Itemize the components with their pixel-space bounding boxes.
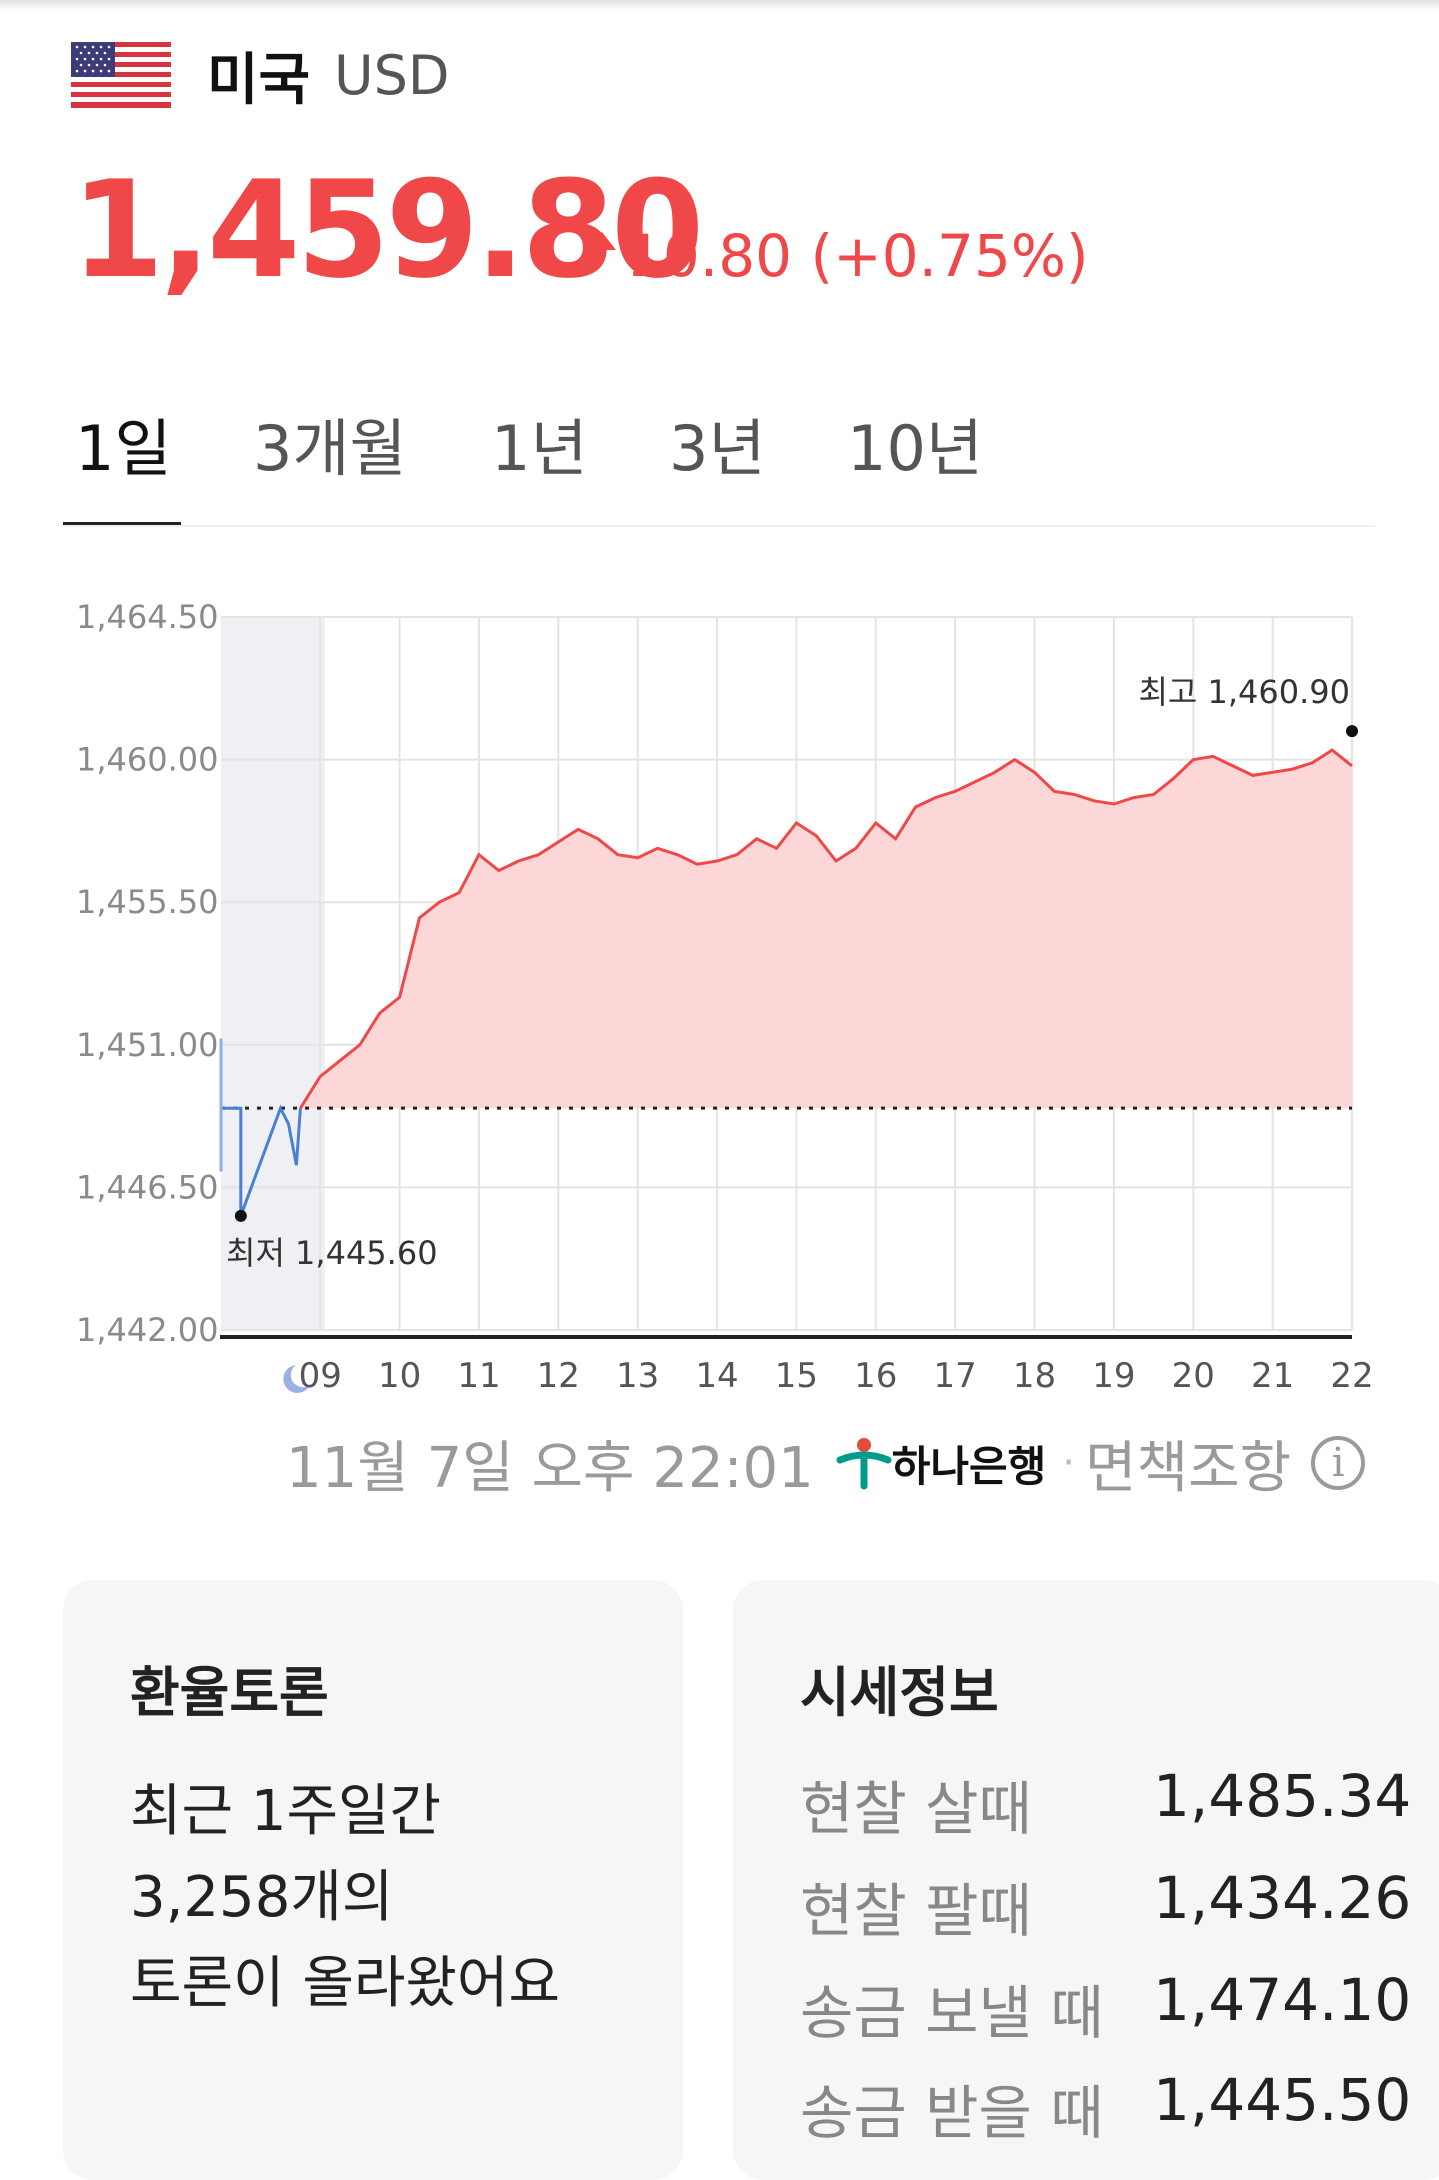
remit-receive-value: 1,445.50 <box>1153 2066 1412 2134</box>
y-tick-label: 1,464.50 <box>76 598 219 636</box>
x-tick-label: 09 <box>299 1356 342 1396</box>
top-shadow <box>0 0 1439 10</box>
discussion-card-title: 환율토론 <box>130 1661 329 1724</box>
tab-3y[interactable]: 3년 <box>669 412 766 485</box>
price-line <box>299 748 1353 1109</box>
active-tab-indicator <box>63 522 181 526</box>
x-tick-label: 20 <box>1172 1356 1215 1396</box>
tab-1y[interactable]: 1년 <box>491 412 588 485</box>
x-tick-label: 17 <box>934 1356 977 1396</box>
x-axis-labels: 09 10 11 12 13 14 15 16 17 18 19 20 21 22 <box>299 1356 1374 1396</box>
x-tick-label: 13 <box>616 1356 659 1396</box>
up-triangle-icon <box>588 232 616 250</box>
chart-footer: 11월 7일 오후 22:01 하나은행 · 면책조항 i <box>286 1428 1366 1501</box>
discussion-line-1: 최근 1주일간 <box>130 1779 442 1844</box>
bank-name: 하나은행 <box>891 1441 1047 1491</box>
y-tick-label: 1,460.00 <box>76 741 219 779</box>
premarket-shade <box>221 617 325 1330</box>
us-flag-icon <box>71 42 171 108</box>
x-tick-label: 14 <box>695 1356 738 1396</box>
x-tick-label: 19 <box>1092 1356 1135 1396</box>
remit-receive-label: 송금 받을 때 <box>800 2079 1104 2147</box>
x-tick-label: 12 <box>537 1356 580 1396</box>
x-tick-label: 22 <box>1330 1356 1373 1396</box>
disclaimer-link[interactable]: 면책조항 <box>1085 1435 1292 1501</box>
timestamp: 11월 7일 오후 22:01 <box>286 1435 814 1501</box>
x-tick-label: 21 <box>1251 1356 1294 1396</box>
tab-divider <box>63 525 1375 527</box>
y-tick-label: 1,446.50 <box>76 1168 219 1206</box>
x-tick-label: 16 <box>854 1356 897 1396</box>
current-rate: 1,459.80 <box>71 152 704 308</box>
tab-10y[interactable]: 10년 <box>847 412 983 485</box>
low-label: 최저 1,445.60 <box>226 1234 438 1272</box>
cash-buy-label: 현찰 살때 <box>800 1775 1032 1843</box>
price-area <box>300 750 1352 1109</box>
y-axis-labels: 1,464.50 1,460.00 1,455.50 1,451.00 1,446.50… <box>76 598 219 1349</box>
x-tick-label: 10 <box>378 1356 421 1396</box>
footer-separator: · <box>1062 1440 1076 1486</box>
cash-sell-label: 현찰 팔때 <box>800 1877 1032 1945</box>
tab-1d[interactable]: 1일 <box>75 412 172 485</box>
discussion-line-3: 토론이 올라왔어요 <box>130 1951 560 2016</box>
cash-buy-value: 1,485.34 <box>1153 1762 1412 1830</box>
discussion-line-2: 3,258개의 <box>130 1865 394 1930</box>
y-tick-label: 1,455.50 <box>76 883 219 921</box>
currency-header: 미국 USD <box>71 40 450 113</box>
x-tick-label: 15 <box>775 1356 818 1396</box>
tab-3m[interactable]: 3개월 <box>253 412 407 485</box>
quote-info-card-title: 시세정보 <box>800 1661 999 1724</box>
x-tick-label: 11 <box>457 1356 500 1396</box>
moon-icon <box>283 1365 310 1393</box>
high-label: 최고 1,460.90 <box>1138 673 1350 711</box>
y-tick-label: 1,451.00 <box>76 1026 219 1064</box>
x-tick-label: 18 <box>1013 1356 1056 1396</box>
cash-sell-value: 1,434.26 <box>1153 1864 1412 1932</box>
premarket-line <box>221 1104 302 1217</box>
hana-bank-logo-icon <box>836 1438 892 1490</box>
period-tabs: 1일 3개월 1년 3년 10년 <box>63 398 1375 528</box>
remit-send-label: 송금 보낼 때 <box>800 1979 1104 2047</box>
quote-info-card[interactable] <box>733 1580 1439 2180</box>
high-marker <box>1346 725 1358 738</box>
low-marker <box>234 1209 247 1222</box>
rate-chart[interactable]: 1,464.50 1,460.00 1,455.50 1,451.00 1,446.50… <box>0 575 1439 1410</box>
y-tick-label: 1,442.00 <box>76 1311 219 1349</box>
discussion-card[interactable] <box>63 1580 683 2180</box>
info-icon[interactable]: i <box>1311 1436 1366 1490</box>
bank-source: 하나은행 <box>836 1433 1047 1494</box>
rate-change-value: 10.80 (+0.75%) <box>626 222 1089 290</box>
rate-change: 10.80 (+0.75%) <box>588 222 1089 290</box>
remit-send-value: 1,474.10 <box>1153 1966 1412 2034</box>
country-name: 미국 <box>207 47 311 113</box>
currency-code: USD <box>334 43 450 107</box>
